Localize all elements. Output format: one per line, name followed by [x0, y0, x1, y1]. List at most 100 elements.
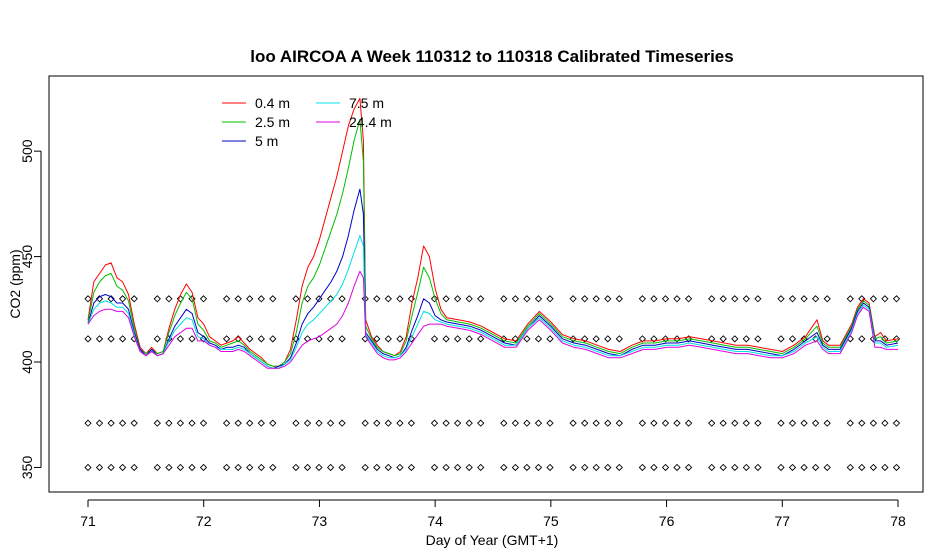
y-tick-label: 350	[19, 456, 35, 480]
x-tick-label: 76	[659, 513, 675, 529]
calibration-marker	[396, 295, 404, 303]
calibration-marker	[742, 335, 750, 343]
calibration-marker	[731, 335, 739, 343]
calibration-marker	[269, 463, 277, 472]
calibration-marker	[684, 295, 693, 303]
calibration-marker	[246, 463, 254, 472]
calibration-marker	[592, 295, 600, 303]
calibration-marker	[511, 463, 520, 472]
calibration-marker	[107, 419, 115, 427]
calibration-marker	[477, 335, 485, 343]
calibration-marker	[673, 295, 681, 303]
calibration-marker	[546, 335, 554, 343]
calibration-marker	[534, 335, 543, 343]
calibration-marker	[222, 295, 231, 303]
calibration-marker	[742, 295, 750, 303]
calibration-marker	[708, 335, 716, 343]
calibration-marker	[199, 419, 208, 427]
x-tick-label: 74	[427, 513, 443, 529]
calibration-marker	[477, 295, 485, 303]
calibration-marker	[708, 295, 716, 303]
calibration-marker	[731, 419, 739, 427]
calibration-marker	[638, 335, 647, 343]
calibration-marker	[361, 463, 369, 472]
calibration-marker	[95, 463, 104, 472]
calibration-marker	[846, 463, 854, 472]
calibration-marker	[592, 463, 600, 472]
y-tick-label: 500	[19, 139, 35, 163]
calibration-marker	[788, 295, 797, 303]
calibration-marker	[811, 295, 820, 303]
calibration-marker	[638, 295, 647, 303]
calibration-marker	[581, 463, 589, 472]
calibration-marker	[892, 335, 901, 343]
calibration-marker	[107, 463, 115, 472]
calibration-marker	[118, 335, 127, 343]
calibration-marker	[315, 463, 323, 472]
series-lines	[87, 97, 899, 369]
calibration-marker	[153, 335, 161, 343]
calibration-marker	[430, 463, 439, 472]
y-tick-label: 400	[19, 350, 35, 374]
calibration-marker	[453, 295, 462, 303]
calibration-marker	[534, 463, 543, 472]
calibration-marker	[754, 463, 762, 472]
calibration-marker	[407, 463, 416, 472]
calibration-marker	[453, 335, 462, 343]
calibration-marker	[303, 463, 312, 472]
calibration-marker	[292, 295, 300, 303]
series-line-2	[87, 188, 899, 369]
calibration-marker	[153, 463, 161, 472]
calibration-marker	[188, 335, 196, 343]
calibration-marker	[442, 419, 450, 427]
y-axis-title: CO2 (ppm)	[7, 249, 23, 318]
plot-frame	[48, 75, 924, 493]
x-tick-label: 77	[774, 513, 790, 529]
calibration-marker	[800, 419, 808, 427]
calibration-marker	[407, 419, 416, 427]
calibration-marker	[731, 463, 739, 472]
calibration-marker	[754, 295, 762, 303]
calibration-marker	[754, 419, 762, 427]
calibration-marker	[523, 335, 531, 343]
calibration-marker	[731, 295, 739, 303]
calibration-marker	[661, 419, 670, 427]
calibration-marker	[823, 463, 831, 472]
calibration-marker	[661, 335, 670, 343]
calibration-marker	[800, 295, 808, 303]
calibration-marker	[754, 335, 762, 343]
calibration-marker	[892, 295, 901, 303]
calibration-marker	[684, 419, 693, 427]
calibration-marker	[199, 295, 208, 303]
calibration-marker	[592, 419, 600, 427]
calibration-marker	[523, 295, 531, 303]
calibration-marker	[361, 419, 369, 427]
calibration-marker	[650, 295, 658, 303]
y-tick-label: 450	[19, 245, 35, 269]
calibration-marker	[315, 419, 323, 427]
calibration-marker	[234, 463, 242, 472]
calibration-marker	[742, 463, 750, 472]
calibration-marker	[453, 419, 462, 427]
calibration-marker	[777, 463, 785, 472]
calibration-marker	[176, 295, 185, 303]
calibration-marker	[373, 463, 381, 472]
calibration-marker	[581, 419, 589, 427]
calibration-marker	[373, 295, 381, 303]
legend: 0.4 m 2.5 m 5 m 7.5 m 24.4 m	[222, 95, 392, 149]
calibration-marker	[477, 463, 485, 472]
calibration-marker	[846, 295, 854, 303]
calibration-marker	[881, 419, 889, 427]
calibration-marker	[361, 335, 369, 343]
calibration-marker	[303, 335, 312, 343]
calibration-marker	[130, 463, 138, 472]
calibration-marker	[303, 419, 312, 427]
calibration-marker	[581, 295, 589, 303]
calibration-marker	[246, 419, 254, 427]
calibration-marker	[869, 335, 878, 343]
legend-label: 2.5 m	[255, 114, 290, 130]
calibration-marker	[650, 335, 658, 343]
series-line-3	[87, 235, 899, 369]
calibration-marker	[257, 295, 265, 303]
calibration-marker	[430, 295, 439, 303]
